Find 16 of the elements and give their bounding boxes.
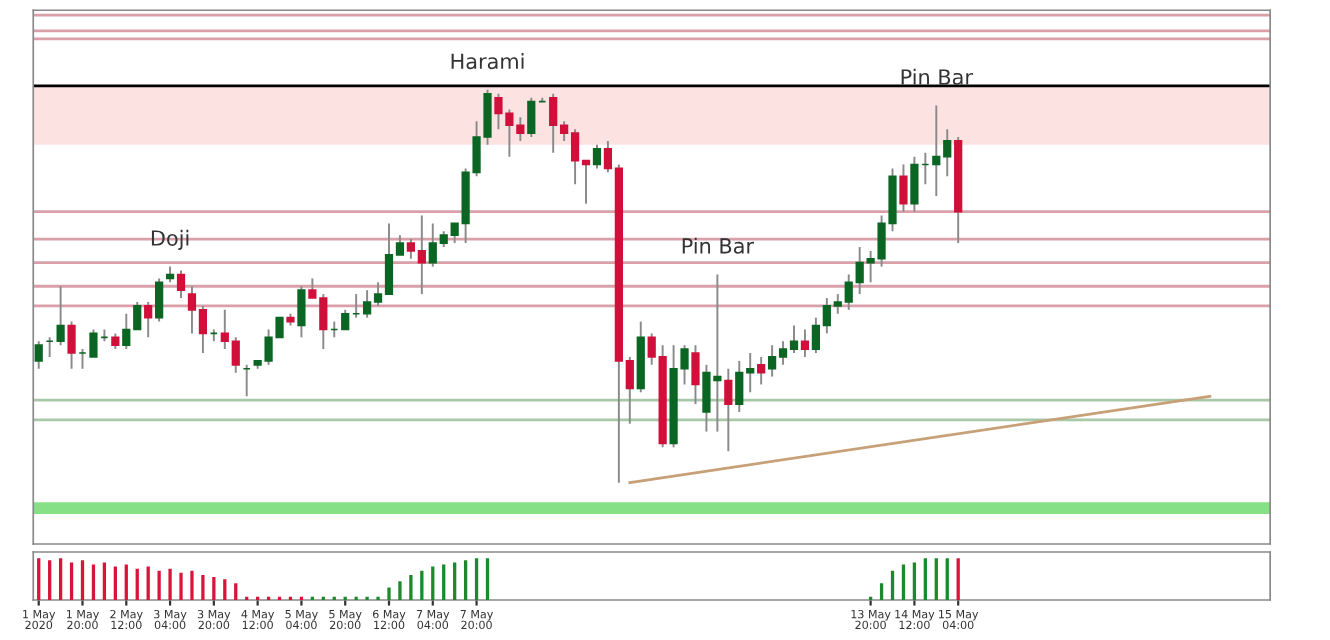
candlestick: [527, 96, 536, 138]
annotation: Pin Bar: [901, 68, 973, 85]
annotation: Doji: [151, 229, 189, 250]
candlestick: [757, 355, 766, 386]
candlestick: [800, 328, 810, 358]
candlestick: [899, 163, 908, 213]
annotation: Pin Bar: [682, 237, 755, 254]
candlestick: [67, 320, 76, 370]
candlestick: [592, 143, 602, 170]
annotation: Harami: [451, 53, 524, 70]
candlestick: [691, 344, 700, 406]
candlestick: [144, 300, 153, 339]
candlestick: [297, 285, 306, 339]
candlestick: [724, 367, 733, 453]
candlestick: [155, 277, 164, 323]
candlestick: [176, 269, 186, 300]
